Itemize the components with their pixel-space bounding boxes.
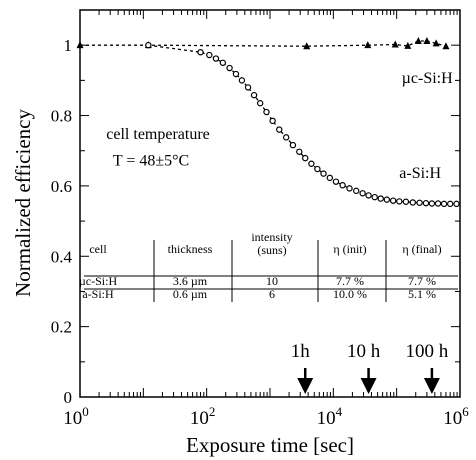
a-si-point [428, 200, 436, 207]
y-tick-label: 0.4 [51, 247, 73, 266]
a-si-point [409, 199, 417, 206]
x-tick-label: 104 [317, 404, 343, 429]
uc-si-point [364, 41, 372, 49]
time-marker-label: 10 h [347, 341, 381, 362]
a-si-label: a-Si:H [399, 165, 441, 182]
table-cell: 10 [266, 274, 278, 288]
a-si-point [250, 91, 258, 99]
a-si-point [302, 154, 309, 162]
cell-temperature-label: cell temperature [106, 126, 210, 143]
a-si-point [256, 100, 264, 107]
a-si-point [383, 196, 391, 203]
table-cell: 6 [269, 287, 275, 301]
time-marker-arrowhead [360, 378, 377, 394]
uc-si-point [303, 42, 311, 50]
a-si-point [263, 108, 270, 116]
uc-si-line [80, 40, 447, 47]
a-si-point [440, 200, 448, 208]
uc-si-point [76, 41, 84, 49]
table-header: η (final) [402, 242, 441, 256]
summary-table: cell thickness intensity(suns) η (init) η (f… [79, 230, 458, 302]
table-cell: 7.7 % [336, 274, 364, 288]
table-cell: 10.0 % [333, 287, 367, 301]
a-si-point [314, 165, 321, 173]
a-si-point [434, 200, 442, 207]
table-header: η (init) [333, 242, 366, 256]
y-tick-label: 0.6 [51, 177, 72, 196]
y-tick-label: 0.2 [51, 318, 72, 337]
uc-si-point [391, 40, 399, 48]
time-marker-label: 100 h [406, 341, 449, 362]
a-si-point [244, 84, 252, 91]
a-si-point [145, 41, 152, 49]
a-si-point [453, 200, 460, 208]
a-si-point [339, 182, 346, 189]
a-si-point [212, 55, 220, 62]
table-cell: a-Si:H [82, 287, 114, 301]
a-si-point [289, 141, 297, 149]
a-si-point [219, 59, 227, 66]
uc-si-label: µc-Si:H [402, 70, 453, 87]
a-si-point [320, 170, 327, 177]
y-tick-label: 1 [64, 36, 73, 55]
a-si-point [353, 187, 360, 195]
a-si-point [197, 49, 204, 56]
a-si-point [226, 64, 233, 72]
uc-si-point [423, 36, 431, 44]
time-marker-arrowhead [423, 378, 440, 394]
a-si-point [269, 117, 276, 125]
a-si-point [232, 70, 240, 78]
a-si-point [276, 126, 283, 133]
table-cell: 5.1 % [408, 287, 436, 301]
table-header: cell [89, 242, 107, 256]
a-si-point [389, 197, 397, 204]
a-si-point [238, 77, 246, 84]
uc-si-point [414, 36, 422, 44]
a-si-point [396, 198, 403, 205]
a-si-point [371, 193, 378, 201]
a-si-point [402, 198, 410, 205]
y-tick-labels: 0 0.2 0.4 0.6 0.8 1 [51, 36, 73, 407]
table-cell: µc-Si:H [79, 274, 118, 288]
uc-si-point [442, 42, 450, 50]
temperature-value-label: T = 48±5°C [113, 153, 189, 170]
a-si-point [296, 148, 303, 155]
y-axis-label: Normalized efficiency [11, 109, 35, 297]
plot-frame [79, 9, 461, 398]
axis-ticks [79, 9, 460, 398]
data-points [76, 36, 460, 208]
table-header: thickness [168, 242, 213, 256]
table-cell: 0.6 µm [173, 287, 208, 301]
a-si-point [346, 185, 353, 192]
x-tick-label: 106 [443, 404, 469, 429]
time-markers: 1h 10 h 100 h [291, 341, 449, 394]
a-si-point [282, 134, 290, 141]
x-tick-labels: 100 102 104 106 [63, 404, 469, 429]
annotations: µc-Si:H a-Si:H cell temperature T = 48±5°C [106, 70, 453, 182]
a-si-point [365, 192, 372, 199]
table-cell: 7.7 % [408, 274, 436, 288]
time-marker-arrowhead [297, 378, 314, 394]
a-si-point [308, 160, 315, 167]
a-si-point [206, 51, 213, 59]
x-tick-label: 102 [190, 404, 216, 429]
a-si-point [422, 199, 430, 207]
a-si-point [416, 199, 423, 206]
y-tick-label: 0 [64, 388, 73, 407]
a-si-point [377, 195, 384, 202]
a-si-point [332, 178, 340, 185]
time-marker-label: 1h [291, 341, 311, 362]
x-axis-label: Exposure time [sec] [186, 433, 354, 457]
table-header: intensity [251, 230, 292, 244]
a-si-point [326, 174, 334, 182]
a-si-point [359, 190, 366, 197]
x-tick-label: 100 [63, 404, 89, 429]
table-cell: 3.6 µm [173, 274, 208, 288]
uc-si-point [404, 41, 412, 49]
a-si-point [446, 200, 454, 208]
table-header: (suns) [257, 243, 286, 257]
y-tick-label: 0.8 [51, 107, 72, 126]
uc-si-point [432, 39, 440, 47]
